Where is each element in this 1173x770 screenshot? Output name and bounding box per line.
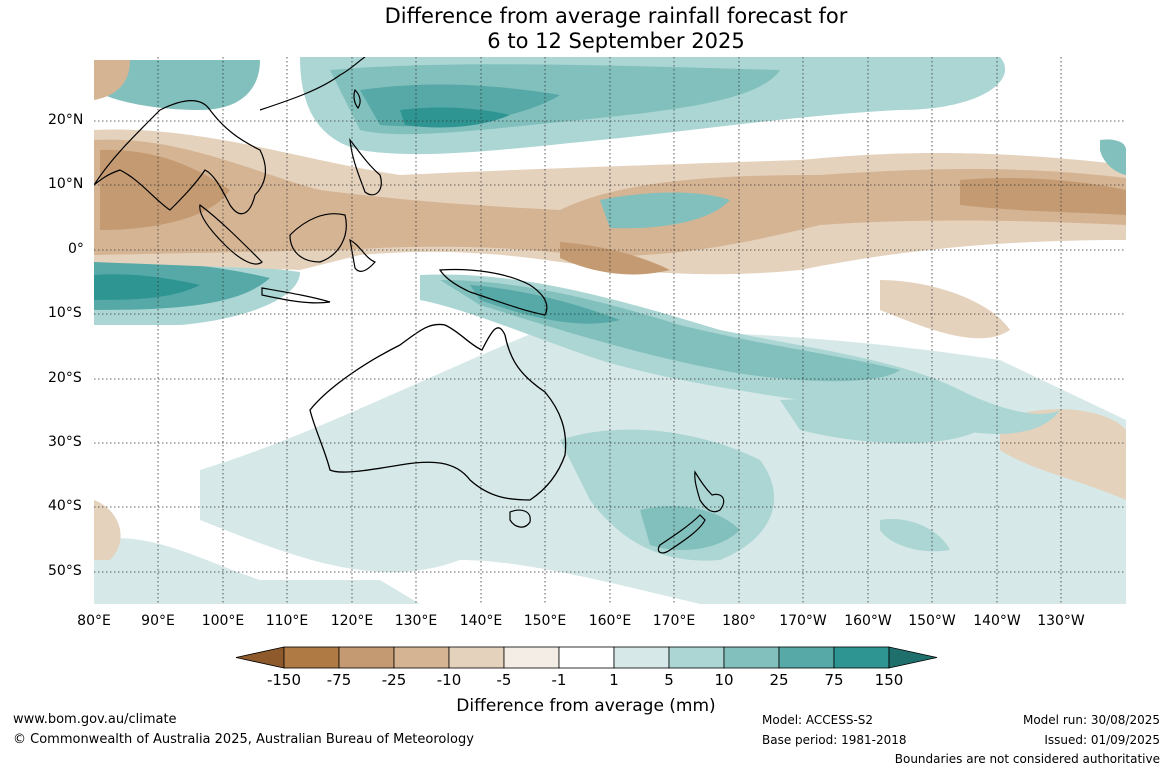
china-coast-outline bbox=[259, 57, 366, 111]
graticule bbox=[94, 57, 1126, 604]
anomaly-pacific-south-teal bbox=[780, 398, 980, 444]
lon-label-160w: 160°W bbox=[844, 613, 892, 629]
map-field bbox=[94, 57, 1126, 604]
footer-copyright: © Commonwealth of Australia 2025, Austra… bbox=[13, 732, 474, 747]
lon-label-140w: 140°W bbox=[973, 613, 1021, 629]
colorbar-swatch bbox=[723, 646, 780, 669]
anomaly-brown-patch-south bbox=[94, 500, 121, 560]
lon-label-140e: 140°E bbox=[459, 613, 503, 629]
lon-label-90e: 90°E bbox=[141, 613, 175, 629]
title-line-1: Difference from average rainfall forecas… bbox=[384, 4, 848, 28]
anomaly-nz-mid bbox=[640, 506, 740, 550]
footer-issued: Issued: 01/09/2025 bbox=[1044, 733, 1160, 747]
footer-base-period: Base period: 1981-2018 bbox=[762, 733, 907, 747]
colorbar-swatch bbox=[833, 646, 890, 669]
colorbar-label-1: 1 bbox=[609, 671, 619, 689]
tasmania-outline bbox=[509, 509, 531, 528]
lat-label-30s: 30°S bbox=[48, 434, 82, 450]
new-zealand-south-outline bbox=[657, 514, 706, 554]
new-guinea-outline bbox=[438, 268, 548, 316]
map-title: Difference from average rainfall forecas… bbox=[0, 4, 1173, 54]
anomaly-nw-brown bbox=[94, 60, 130, 100]
lon-label-120e: 120°E bbox=[330, 613, 374, 629]
lon-label-160e: 160°E bbox=[588, 613, 632, 629]
anomaly-brown-patch-pacific bbox=[880, 280, 1010, 339]
footer-model-run: Model run: 30/08/2025 bbox=[1022, 713, 1160, 727]
colorbar-label-75: 75 bbox=[824, 671, 844, 689]
lon-label-150e: 150°E bbox=[523, 613, 567, 629]
colorbar-label-neg75: -75 bbox=[326, 671, 352, 689]
lat-label-50s: 50°S bbox=[48, 563, 82, 579]
lon-label-130w: 130°W bbox=[1037, 613, 1085, 629]
anomaly-southern-light-2 bbox=[94, 538, 420, 604]
colorbar-label-10: 10 bbox=[714, 671, 734, 689]
anomaly-brown-patch-east bbox=[1000, 409, 1126, 500]
colorbar-label-5: 5 bbox=[664, 671, 674, 689]
footer-url[interactable]: www.bom.gov.au/climate bbox=[13, 712, 177, 727]
colorbar-swatch bbox=[503, 646, 560, 669]
colorbar-swatch bbox=[668, 646, 725, 669]
colorbar-swatch bbox=[613, 646, 670, 669]
colorbar-label-150: 150 bbox=[874, 671, 904, 689]
lon-label-150w: 150°W bbox=[908, 613, 956, 629]
new-zealand-north-outline bbox=[694, 470, 725, 513]
colorbar-label-neg150: -150 bbox=[266, 671, 302, 689]
colorbar-label-25: 25 bbox=[769, 671, 789, 689]
lat-label-10s: 10°S bbox=[48, 305, 82, 321]
colorbar-swatch bbox=[558, 646, 615, 669]
colorbar-swatch bbox=[338, 646, 395, 669]
java-outline bbox=[261, 287, 331, 304]
lon-label-170e: 170°E bbox=[652, 613, 696, 629]
colorbar-label-neg1: -1 bbox=[551, 671, 567, 689]
australia-outline bbox=[309, 323, 567, 501]
lon-label-180: 180° bbox=[722, 613, 756, 629]
footer-disclaimer: Boundaries are not considered authoritat… bbox=[894, 752, 1160, 766]
colorbar-label-neg5: -5 bbox=[496, 671, 512, 689]
lon-label-130e: 130°E bbox=[394, 613, 438, 629]
sumatra-outline bbox=[199, 203, 263, 265]
footer-model: Model: ACCESS-S2 bbox=[762, 713, 874, 727]
colorbar-title: Difference from average (mm) bbox=[456, 696, 716, 716]
anomaly-westpac-teal bbox=[600, 192, 730, 229]
lon-label-110e: 110°E bbox=[265, 613, 309, 629]
anomaly-pacific-brown-dark bbox=[960, 178, 1126, 215]
anomaly-indian-ocean-dark bbox=[94, 274, 200, 300]
lat-label-20s: 20°S bbox=[48, 370, 82, 386]
anomaly-north-teal-darkest bbox=[400, 107, 510, 128]
anomaly-india-teal bbox=[94, 60, 260, 110]
lon-label-170w: 170°W bbox=[779, 613, 827, 629]
lat-label-10n: 10°N bbox=[48, 176, 84, 192]
lon-label-100e: 100°E bbox=[201, 613, 245, 629]
lon-label-80e: 80°E bbox=[77, 613, 111, 629]
title-line-2: 6 to 12 September 2025 bbox=[487, 29, 745, 53]
sulawesi-outline bbox=[349, 238, 377, 272]
colorbar-label-neg10: -10 bbox=[436, 671, 462, 689]
lat-label-20n: 20°N bbox=[48, 112, 84, 128]
colorbar-extend-low bbox=[235, 646, 285, 669]
colorbar-extend-high bbox=[888, 646, 938, 669]
anomaly-north-brown-dark bbox=[100, 149, 230, 230]
borneo-outline bbox=[289, 213, 347, 263]
anomaly-far-south-teal bbox=[880, 519, 950, 552]
anomaly-ne-teal bbox=[1100, 139, 1126, 175]
colorbar-swatch bbox=[393, 646, 450, 669]
philippines-outline bbox=[349, 138, 382, 196]
taiwan-outline bbox=[353, 88, 361, 110]
colorbar-swatch bbox=[283, 646, 340, 669]
colorbar-label-neg25: -25 bbox=[381, 671, 407, 689]
lat-label-0: 0° bbox=[68, 241, 84, 257]
colorbar bbox=[235, 646, 938, 669]
asia-mainland-outline bbox=[94, 100, 267, 215]
colorbar-swatch bbox=[448, 646, 505, 669]
lat-label-40s: 40°S bbox=[48, 498, 82, 514]
colorbar-swatch bbox=[778, 646, 835, 669]
